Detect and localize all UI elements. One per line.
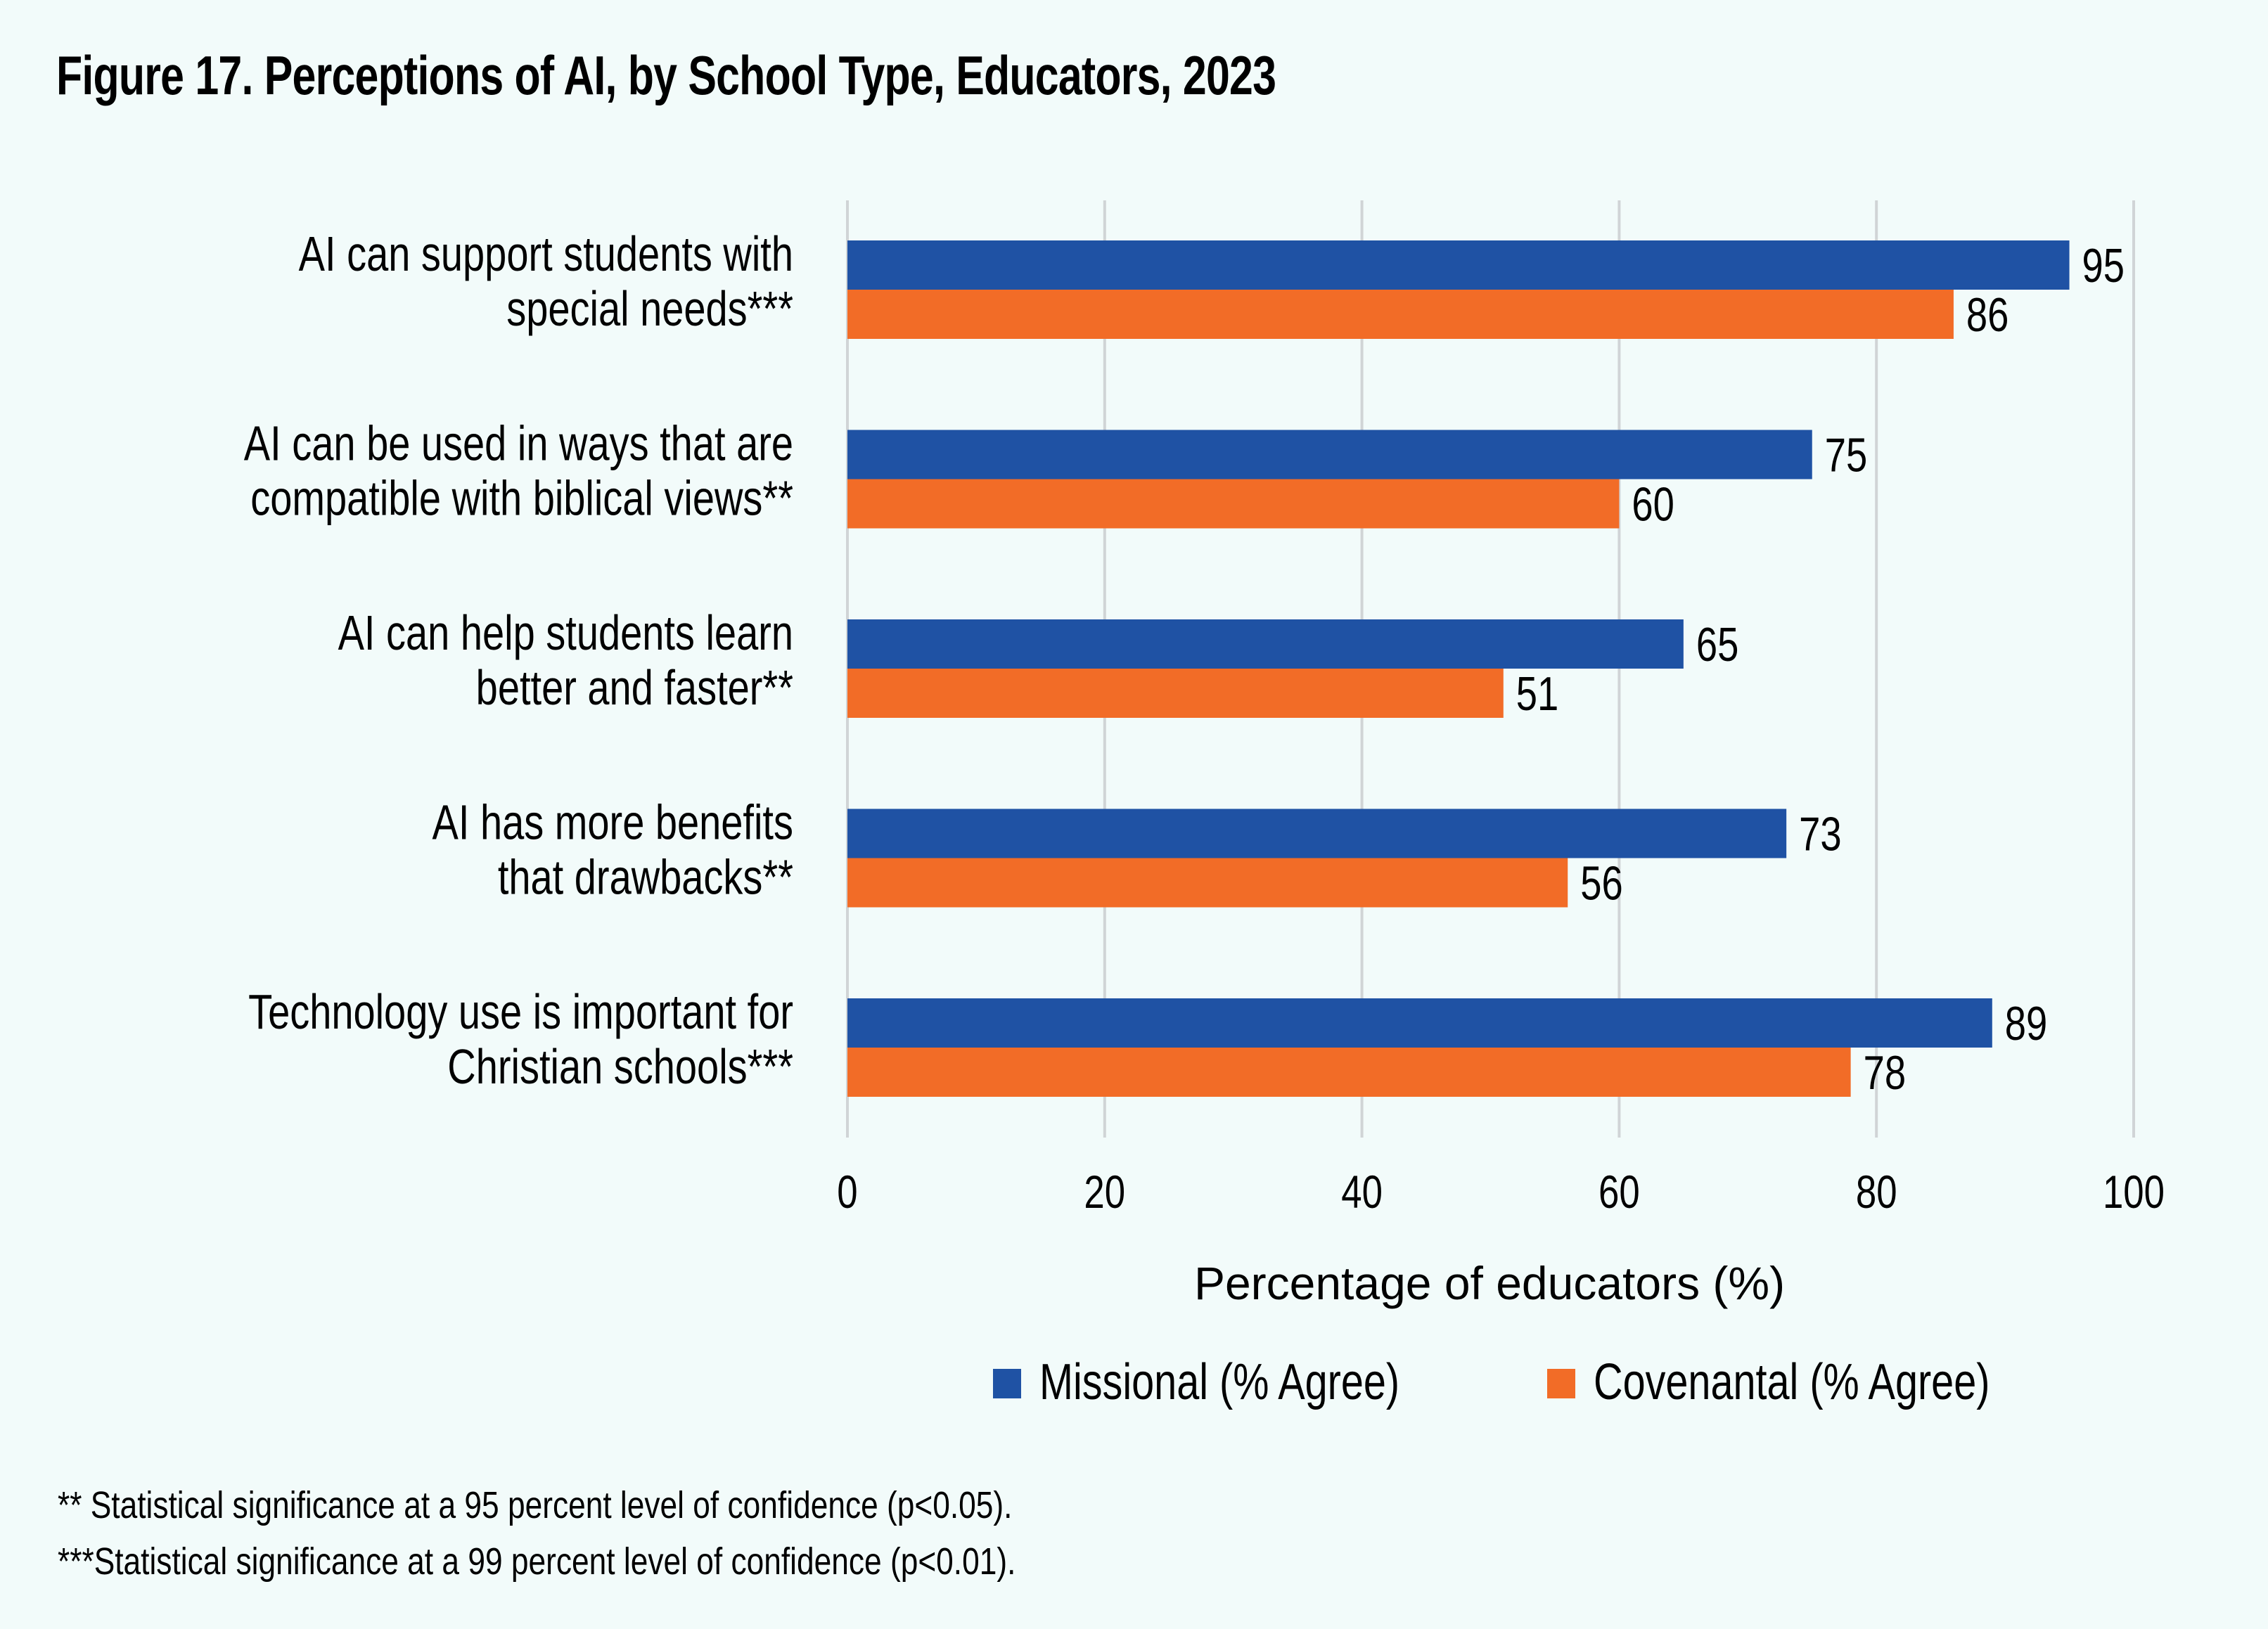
x-tick-label: 100 (2103, 1166, 2165, 1218)
category-label: AI can help students learn better and fas… (338, 606, 793, 715)
x-tick-label: 20 (1084, 1166, 1125, 1218)
category-label-line: AI can be used in ways that are (244, 417, 793, 471)
category-label-line: AI has more benefits (432, 796, 793, 850)
value-label: 51 (1516, 667, 1559, 721)
bar-covenantal (847, 669, 1504, 718)
bar-missional (847, 430, 1812, 479)
bar-covenantal (847, 858, 1568, 908)
x-tick-label: 0 (837, 1166, 857, 1218)
legend-label-missional: Missional (% Agree) (1039, 1353, 1399, 1410)
bars (847, 240, 2070, 1097)
bar-missional (847, 809, 1787, 858)
value-label: 89 (2005, 997, 2048, 1050)
value-label: 65 (1696, 618, 1739, 671)
category-label-line: Technology use is important for (248, 985, 793, 1039)
x-axis-title: Percentage of educators (%) (1194, 1257, 1785, 1309)
bar-covenantal (847, 1048, 1851, 1097)
value-label: 73 (1799, 808, 1842, 861)
legend-label-covenantal: Covenantal (% Agree) (1594, 1353, 1990, 1410)
category-label-line: special needs*** (506, 282, 793, 336)
category-label-line: AI can help students learn (338, 606, 793, 660)
value-label: 78 (1864, 1046, 1907, 1100)
legend-swatch-covenantal (1547, 1369, 1575, 1398)
category-label: AI has more benefits that drawbacks** (432, 796, 793, 905)
bar-missional (847, 998, 1992, 1048)
x-tick-labels: 0 20 40 60 80 100 (837, 1166, 2165, 1218)
category-label: AI can be used in ways that are compatibl… (244, 417, 793, 526)
category-labels: AI can support students with special need… (244, 227, 793, 1094)
x-tick-label: 60 (1599, 1166, 1640, 1218)
bar-missional (847, 240, 2070, 290)
legend: Missional (% Agree) Covenantal (% Agree) (993, 1353, 1990, 1410)
value-label: 60 (1632, 478, 1674, 532)
value-label: 86 (1966, 288, 2009, 342)
footnote-95: ** Statistical significance at a 95 perc… (58, 1484, 1013, 1526)
category-label-line: AI can support students with (299, 227, 793, 281)
value-label: 95 (2082, 239, 2125, 292)
legend-swatch-missional (993, 1369, 1021, 1398)
chart-title: Figure 17. Perceptions of AI, by School … (56, 44, 1276, 106)
category-label: AI can support students with special need… (299, 227, 793, 336)
value-labels: 95 86 75 60 65 51 73 56 89 78 (1516, 239, 2125, 1100)
bar-covenantal (847, 479, 1620, 529)
x-tick-label: 40 (1341, 1166, 1383, 1218)
category-label: Technology use is important for Christian… (248, 985, 793, 1094)
footnote-99: ***Statistical significance at a 99 perc… (58, 1540, 1016, 1583)
value-label: 56 (1580, 857, 1623, 910)
category-label-line: better and faster** (476, 661, 793, 715)
value-label: 75 (1825, 429, 1868, 482)
category-label-line: compatible with biblical views** (250, 472, 793, 526)
x-tick-label: 80 (1856, 1166, 1897, 1218)
bar-missional (847, 619, 1684, 669)
category-label-line: that drawbacks** (498, 851, 793, 905)
category-label-line: Christian schools*** (447, 1040, 793, 1094)
bar-covenantal (847, 290, 1954, 339)
